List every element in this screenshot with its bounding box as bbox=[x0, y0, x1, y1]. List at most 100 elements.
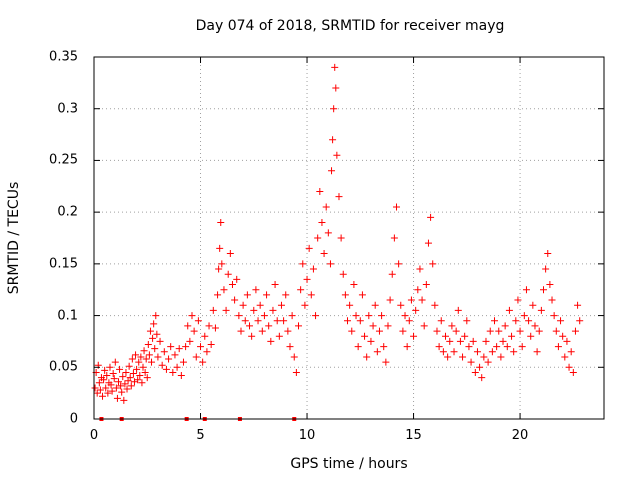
data-point bbox=[179, 358, 187, 366]
data-point bbox=[104, 389, 112, 397]
data-point bbox=[356, 317, 364, 325]
data-point bbox=[286, 343, 294, 351]
data-point bbox=[410, 332, 418, 340]
data-point bbox=[214, 291, 222, 299]
data-point bbox=[216, 244, 224, 252]
data-point bbox=[260, 312, 268, 320]
data-point bbox=[390, 234, 398, 242]
data-point bbox=[167, 343, 175, 351]
data-point bbox=[273, 317, 281, 325]
data-point bbox=[363, 353, 371, 361]
data-point bbox=[544, 250, 552, 258]
data-point bbox=[525, 317, 533, 325]
data-point bbox=[133, 365, 141, 373]
data-point bbox=[209, 306, 217, 314]
data-point bbox=[114, 378, 122, 386]
data-point bbox=[314, 234, 322, 242]
data-point bbox=[531, 322, 539, 330]
data-point bbox=[256, 301, 264, 309]
data-point bbox=[439, 348, 447, 356]
data-point bbox=[380, 343, 388, 351]
data-point bbox=[205, 322, 213, 330]
data-point bbox=[233, 275, 241, 283]
data-point bbox=[469, 337, 477, 345]
data-point bbox=[188, 312, 196, 320]
data-point bbox=[329, 136, 337, 144]
plot-background bbox=[94, 57, 604, 419]
data-point bbox=[518, 343, 526, 351]
data-point bbox=[218, 260, 226, 268]
data-point bbox=[508, 332, 516, 340]
data-point bbox=[151, 345, 159, 353]
data-point bbox=[237, 327, 245, 335]
data-point bbox=[412, 306, 420, 314]
data-point bbox=[527, 332, 535, 340]
data-point bbox=[173, 363, 181, 371]
data-point bbox=[476, 363, 484, 371]
data-point bbox=[401, 312, 409, 320]
data-point bbox=[103, 372, 111, 380]
data-point bbox=[320, 250, 328, 258]
data-point bbox=[371, 301, 379, 309]
data-point bbox=[471, 368, 479, 376]
data-point bbox=[405, 317, 413, 325]
data-point bbox=[361, 332, 369, 340]
data-point bbox=[435, 343, 443, 351]
data-point bbox=[454, 306, 462, 314]
data-point bbox=[277, 301, 285, 309]
data-point bbox=[427, 213, 435, 221]
data-point bbox=[348, 327, 356, 335]
data-point bbox=[134, 376, 142, 384]
data-point bbox=[153, 330, 161, 338]
data-point bbox=[420, 322, 428, 330]
data-point bbox=[486, 327, 494, 335]
data-point bbox=[282, 291, 290, 299]
data-point bbox=[141, 368, 149, 376]
data-point bbox=[194, 317, 202, 325]
data-point bbox=[330, 105, 338, 113]
data-point bbox=[571, 327, 579, 335]
data-point bbox=[565, 363, 573, 371]
data-point bbox=[110, 375, 118, 383]
data-point bbox=[91, 384, 99, 392]
data-point bbox=[463, 317, 471, 325]
data-point bbox=[557, 317, 565, 325]
data-point bbox=[271, 281, 279, 289]
data-point bbox=[403, 343, 411, 351]
data-point bbox=[397, 301, 405, 309]
data-point bbox=[220, 286, 228, 294]
data-point bbox=[126, 374, 134, 382]
data-point bbox=[301, 301, 309, 309]
data-point bbox=[154, 353, 162, 361]
data-point bbox=[107, 381, 115, 389]
data-point bbox=[574, 301, 582, 309]
data-point bbox=[328, 167, 336, 175]
data-point bbox=[309, 265, 317, 273]
data-point bbox=[433, 327, 441, 335]
data-point bbox=[341, 291, 349, 299]
data-point bbox=[175, 345, 183, 353]
data-point bbox=[136, 372, 144, 380]
data-point bbox=[318, 218, 326, 226]
data-point bbox=[243, 291, 251, 299]
data-point bbox=[142, 355, 150, 363]
data-point bbox=[561, 353, 569, 361]
data-point bbox=[106, 363, 114, 371]
data-point bbox=[482, 337, 490, 345]
data-point bbox=[367, 337, 375, 345]
x-tick-label: 5 bbox=[196, 428, 205, 443]
data-point bbox=[465, 343, 473, 351]
data-point bbox=[139, 363, 147, 371]
data-point bbox=[350, 281, 358, 289]
data-point bbox=[303, 275, 311, 283]
data-point bbox=[177, 372, 185, 380]
data-point bbox=[354, 343, 362, 351]
data-point bbox=[290, 353, 298, 361]
data-point bbox=[135, 358, 143, 366]
y-tick-label: 0.1 bbox=[57, 308, 78, 324]
data-point bbox=[352, 312, 360, 320]
data-point bbox=[505, 306, 513, 314]
data-point bbox=[388, 270, 396, 278]
data-point bbox=[576, 317, 584, 325]
data-point bbox=[491, 317, 499, 325]
